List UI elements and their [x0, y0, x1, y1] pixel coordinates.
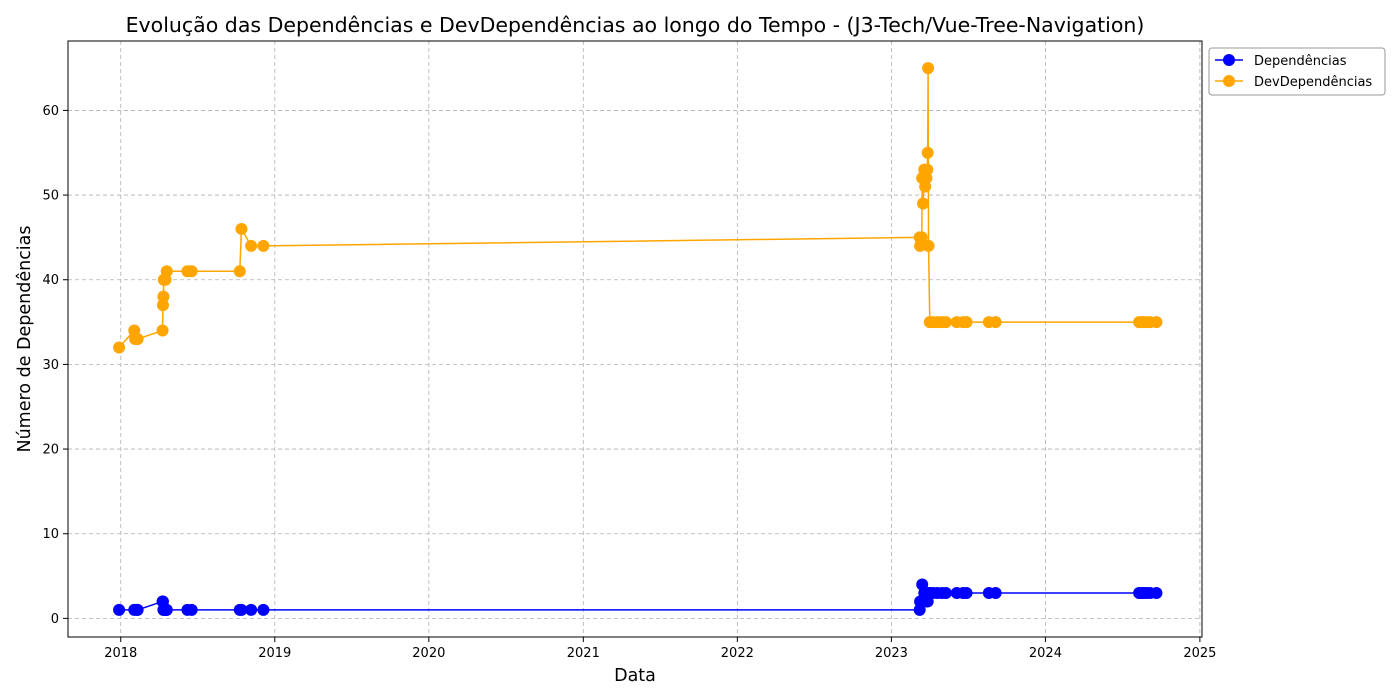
x-tick-label: 2019: [258, 646, 291, 661]
y-tick-label: 30: [42, 358, 59, 373]
grid: [68, 41, 1202, 637]
data-point-dependencias: [1150, 586, 1163, 599]
data-point-devdependencias: [233, 265, 246, 278]
data-point-devdependencias: [131, 333, 144, 345]
legend-marker-dependencias: [1223, 54, 1235, 66]
data-point-devdependencias: [156, 299, 169, 312]
x-tick-label: 2018: [104, 646, 137, 661]
legend-label-devdependencias: DevDependências: [1254, 75, 1372, 90]
data-point-devdependencias: [185, 265, 198, 278]
data-point-dependencias: [939, 586, 952, 599]
data-point-devdependencias: [922, 239, 935, 252]
x-tick-label: 2024: [1029, 646, 1062, 661]
series-line-devdependencias: [118, 67, 1157, 348]
legend-label-dependencias: Dependências: [1254, 54, 1347, 69]
data-point-devdependencias: [939, 316, 952, 329]
plot-frame: [67, 40, 1203, 638]
x-axis: 2018 2019 2020 2021 2022 2023 2024 2025: [104, 637, 1216, 661]
data-point-dependencias: [160, 603, 173, 616]
series-area: [113, 62, 1163, 616]
data-point-dependencias: [113, 603, 126, 616]
data-point-dependencias: [235, 603, 248, 616]
data-point-dependencias: [989, 586, 1002, 599]
y-tick-label: 50: [42, 189, 59, 204]
legend-marker-devdependencias: [1223, 75, 1235, 87]
x-tick-label: 2023: [875, 646, 908, 661]
x-tick-label: 2022: [721, 646, 754, 661]
data-point-dependencias: [185, 603, 198, 616]
x-tick-label: 2020: [412, 646, 445, 661]
data-point-dependencias: [913, 603, 926, 616]
y-tick-label: 20: [42, 443, 59, 458]
data-point-devdependencias: [1150, 316, 1163, 329]
series-dependencias: [113, 578, 1163, 616]
y-tick-label: 10: [42, 527, 59, 542]
data-point-devdependencias: [156, 324, 169, 337]
data-point-devdependencias: [160, 265, 173, 278]
data-point-devdependencias: [915, 231, 928, 244]
series-devdependencias: [113, 62, 1163, 354]
y-tick-label: 40: [42, 273, 59, 288]
data-point-devdependencias: [921, 163, 934, 176]
x-tick-label: 2021: [567, 646, 600, 661]
data-point-dependencias: [131, 603, 144, 616]
data-point-dependencias: [960, 586, 973, 599]
x-axis-label: Data: [614, 666, 656, 686]
data-point-devdependencias: [922, 62, 935, 75]
chart-title: Evolução das Dependências e DevDependênc…: [126, 13, 1145, 37]
y-tick-label: 60: [42, 104, 59, 119]
data-point-devdependencias: [917, 197, 930, 210]
data-point-devdependencias: [921, 146, 934, 159]
data-point-devdependencias: [257, 239, 270, 252]
data-point-devdependencias: [113, 341, 126, 354]
legend-box: [1208, 47, 1386, 96]
data-point-dependencias: [245, 603, 258, 616]
data-point-devdependencias: [989, 316, 1002, 329]
y-axis-label: Número de Dependências: [15, 225, 35, 452]
data-point-devdependencias: [245, 239, 258, 252]
y-axis: 0 10 20 30 40 50 60: [42, 104, 68, 627]
y-tick-label: 0: [51, 612, 59, 627]
data-point-devdependencias: [960, 316, 973, 329]
data-point-dependencias: [257, 603, 270, 616]
data-point-devdependencias: [157, 290, 170, 303]
data-point-devdependencias: [235, 222, 248, 235]
x-tick-label: 2025: [1183, 646, 1216, 661]
legend: Dependências DevDependências: [1208, 47, 1386, 96]
